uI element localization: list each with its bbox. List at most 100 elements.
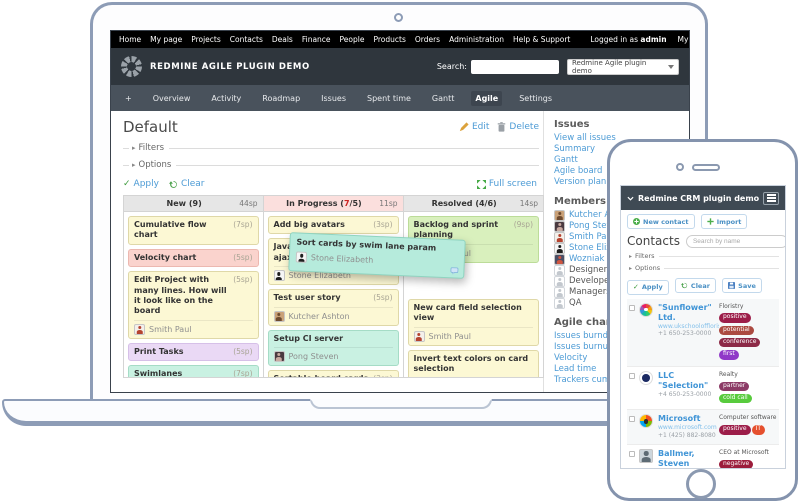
sidebar-link-version-planning[interactable]: Version planning [554,177,625,187]
topnav-finance[interactable]: Finance [301,35,331,44]
sidebar-link-issues-burndown[interactable]: Issues burndown [554,331,626,341]
dragged-card[interactable]: Sort cards by swim lane param Stone Eliza… [288,232,466,280]
sidebar-link-gantt[interactable]: Gantt [554,155,578,165]
board-card[interactable]: Edit Project with many lines. How will i… [128,271,259,339]
group-row: QA [554,298,689,309]
board-card[interactable]: Sortable board cards(3sp)Stone Elizabeth… [267,369,399,377]
triangle-right-icon: ▸ [132,144,136,152]
contact-tags: positive potential conference first [719,312,777,362]
topnav-home[interactable]: Home [119,35,142,44]
member-pong-steven[interactable]: Pong Steven [569,221,623,231]
contact-name[interactable]: "Sunflower" Ltd. [658,302,712,322]
board-card[interactable]: Velocity chart (5sp) [128,248,259,268]
tab-issues[interactable]: Issues [321,93,347,103]
tab-gantt[interactable]: Gantt [431,93,455,103]
board-card[interactable]: Test user story (5sp) Kutcher Ashton [267,289,399,326]
chevron-down-icon[interactable] [627,196,634,201]
board-card[interactable]: New card field selection view Smith Paul [407,298,539,346]
edit-button[interactable]: Edit [459,122,489,132]
card-story-points: (5sp) [233,275,253,285]
phone-mockup: Redmine CRM plugin demo New contact Impo… [607,139,798,501]
topnav-contacts[interactable]: Contacts [229,35,263,44]
phone-clear-button[interactable]: Clear [674,278,716,293]
tab-agile[interactable]: Agile [471,90,503,106]
card-title: Velocity chart [134,252,197,262]
contact-link[interactable]: www.ukschooloffloristry.com [658,322,719,330]
tab-roadmap[interactable]: Roadmap [262,93,301,103]
card-title: Cumulative flow chart [134,220,207,240]
topnav-deals[interactable]: Deals [271,35,293,44]
board-card[interactable]: Cumulative flow chart (7sp) [128,216,259,245]
search-input[interactable] [471,59,559,74]
right-sidebar: Issues View all issues Summary Gantt Agile b… [543,111,689,392]
app-header: REDMINE AGILE PLUGIN DEMO Search: Redmin… [111,48,689,85]
topnav-my-page[interactable]: My page [150,35,183,44]
board-card[interactable]: Invert text colors on card selectionPong… [407,349,539,377]
sidebar-link-trackers-cumulative-flow[interactable]: Trackers cumulative flow [554,375,659,385]
sidebar-link-agile-board[interactable]: Agile board [554,166,603,176]
contact-checkbox[interactable] [629,304,635,311]
topnav-help-support[interactable]: Help & Support [512,35,571,44]
new-contact-button[interactable]: New contact [627,214,695,229]
tab-activity[interactable]: Activity [211,93,242,103]
board-card[interactable]: Add big avatars (3sp) [267,216,399,235]
logged-in-user[interactable]: admin [640,35,667,44]
assignee-name: Pong Steven [288,351,339,361]
comment-bubble-icon [450,267,459,275]
card-assignee: Pong Steven [273,346,393,362]
board-card[interactable]: Print Tasks (5sp) [128,342,259,362]
topnav-administration[interactable]: Administration [449,35,504,44]
member-smith-paul[interactable]: Smith Paul [569,232,615,242]
contact-role: Realty [719,370,738,378]
import-button[interactable]: Import [700,214,748,229]
card-story-points: (3sp) [373,220,393,229]
tab-settings[interactable]: Settings [519,93,553,103]
assignee-name: Smith Paul [149,324,192,334]
topnav-projects[interactable]: Projects [191,35,221,44]
sidebar-link-issues-burnup[interactable]: Issues burnup [554,342,614,352]
contact-search-input[interactable] [685,234,785,248]
project-select[interactable]: Redmine Agile plugin demo [567,58,679,75]
options-toggle[interactable]: ▸ Options [123,160,539,170]
sidebar-link-lead-time[interactable]: Lead time [554,364,597,374]
group-icon [554,298,565,309]
phone-filters-toggle[interactable]: ▸ Filters [627,252,779,260]
board-card[interactable]: Setup CI server Pong Steven [267,329,399,366]
contact-checkbox[interactable] [629,416,635,423]
topnav-products[interactable]: Products [373,35,406,44]
sidebar-link-summary[interactable]: Summary [554,144,596,154]
tag-negative: negative [719,459,754,468]
filters-toggle[interactable]: ▸ Filters [123,143,539,153]
clear-button[interactable]: Clear [168,179,205,189]
apply-button[interactable]: ✓ Apply [123,179,159,189]
contact-checkbox[interactable] [629,451,635,458]
delete-button[interactable]: Delete [497,122,539,132]
phone-apply-button[interactable]: ✓ Apply [627,279,669,295]
phone-save-button[interactable]: Save [722,278,762,293]
phone-options-toggle[interactable]: ▸ Options [627,264,779,272]
topnav-my-account[interactable]: My account [677,35,689,44]
board-card[interactable]: Swimlanes (7sp) [128,365,259,377]
contact-name[interactable]: LLC "Selection" [658,370,709,390]
topnav-orders[interactable]: Orders [414,35,441,44]
triangle-right-icon: ▸ [629,264,633,272]
hamburger-menu-icon[interactable] [763,191,779,205]
contact-link[interactable]: www.microsoft.com [658,424,717,432]
pencil-icon [459,122,469,132]
topnav-people[interactable]: People [339,35,365,44]
home-button[interactable] [686,469,716,499]
plus-circle-icon [633,218,640,225]
sidebar-link-velocity[interactable]: Velocity [554,353,588,363]
member-kutcher-ashton[interactable]: Kutcher Ashton [569,210,634,220]
contact-name[interactable]: Microsoft [658,414,701,424]
tab-overview[interactable]: Overview [152,93,191,103]
fullscreen-button[interactable]: Full screen [476,179,537,189]
sidebar-link-view-all-issues[interactable]: View all issues [554,133,616,143]
member-wozniak-stephen[interactable]: Wozniak Stephen [569,254,643,264]
column-header: Resolved (4/6) 14sp [403,196,543,212]
tab-spent-time[interactable]: Spent time [367,93,411,103]
tab-item[interactable]: + [125,93,132,103]
member-stone-elizabeth[interactable]: Stone Elizabeth [569,243,636,253]
contact-name[interactable]: Ballmer, Steven [658,449,695,469]
contact-checkbox[interactable] [629,372,635,379]
